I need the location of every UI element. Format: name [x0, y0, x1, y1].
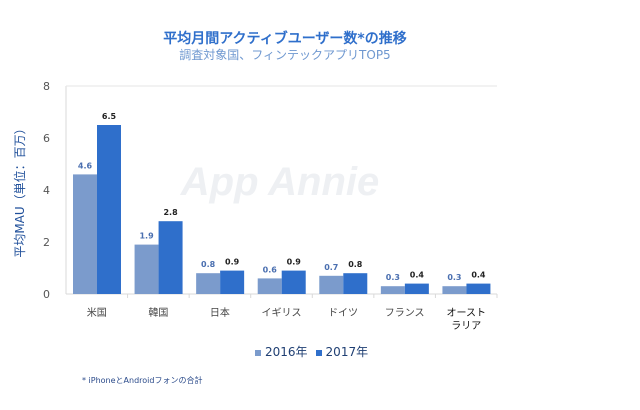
bar	[73, 174, 97, 294]
bar	[404, 283, 429, 294]
x-tick-label: ラリア	[451, 320, 481, 332]
data-label: 2.8	[163, 208, 178, 217]
watermark: App Annie	[180, 160, 380, 204]
x-tick-label: オースト	[446, 307, 486, 319]
bar	[158, 221, 183, 294]
bar	[257, 278, 282, 294]
footnote: * iPhoneとAndroidフォンの合計	[82, 376, 203, 385]
bar	[196, 273, 221, 294]
data-label: 4.6	[78, 161, 93, 170]
data-label: 0.9	[287, 258, 302, 267]
data-label: 0.6	[263, 265, 278, 274]
bar	[134, 244, 159, 294]
legend: 2016年 2017年	[255, 343, 368, 360]
chart-title: 平均月間アクティブユーザー数*の推移	[163, 31, 407, 47]
data-label: 0.7	[324, 263, 338, 272]
y-tick-label: 6	[43, 132, 50, 145]
data-label: 0.8	[348, 260, 363, 269]
x-tick-label: 韓国	[148, 307, 168, 319]
bar	[220, 270, 245, 294]
x-tick-label: 米国	[87, 306, 107, 319]
data-label: 0.3	[447, 273, 461, 282]
data-label: 0.9	[225, 258, 240, 267]
bar	[466, 283, 491, 294]
data-label: 0.4	[410, 271, 425, 280]
legend-item-2016: 2016年	[255, 343, 308, 360]
bar	[319, 275, 344, 294]
chart-subtitle: 調査対象国、フィンテックアプリTOP5	[179, 48, 391, 62]
bar	[442, 286, 467, 294]
bar	[281, 270, 306, 294]
bar	[97, 125, 121, 294]
data-label: 0.8	[201, 260, 216, 269]
y-tick-label: 0	[43, 288, 50, 301]
data-label: 6.5	[102, 112, 117, 121]
x-tick-label: ドイツ	[328, 308, 358, 319]
bar	[380, 286, 405, 294]
x-tick-label: フランス	[385, 307, 425, 319]
data-label: 0.4	[471, 271, 486, 280]
data-label: 1.9	[139, 232, 154, 241]
y-tick-label: 2	[43, 236, 50, 249]
x-tick-label: 日本	[210, 306, 230, 319]
bar	[343, 273, 368, 294]
legend-item-2017: 2017年	[315, 343, 368, 360]
y-tick-label: 8	[43, 80, 50, 93]
data-label: 0.3	[386, 273, 400, 282]
x-tick-label: イギリス	[262, 307, 302, 319]
y-axis-label: 平均MAU（単位：百万）	[12, 122, 27, 257]
y-tick-label: 4	[43, 184, 50, 197]
